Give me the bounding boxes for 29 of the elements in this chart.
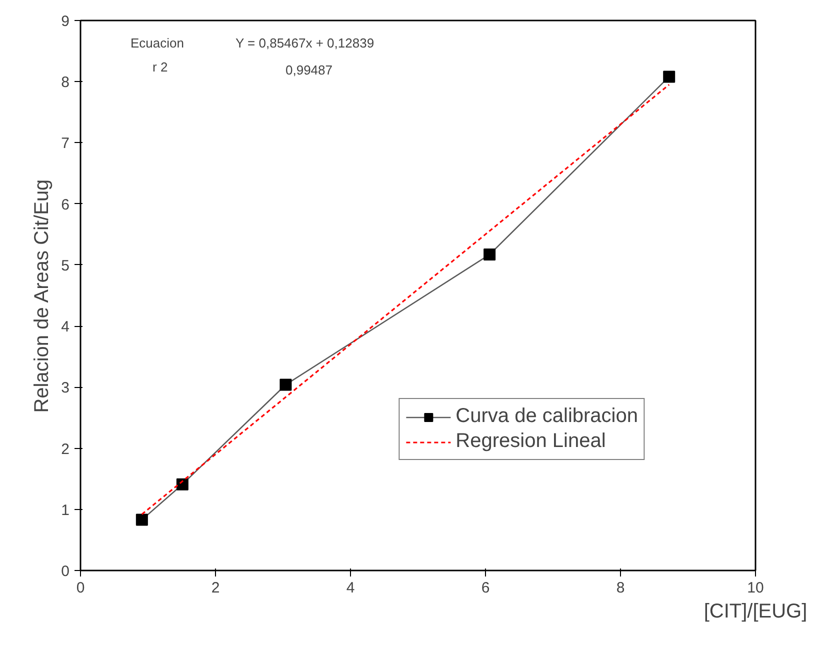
- annotation: r 2: [152, 60, 168, 74]
- y-tick-label: 0: [61, 563, 70, 580]
- x-tick-label: 2: [211, 580, 220, 596]
- point: [280, 378, 292, 391]
- y-tick-label: 5: [61, 257, 70, 274]
- y-tick-label: 8: [61, 74, 70, 92]
- point: [136, 514, 148, 526]
- y-tick-label: 6: [61, 196, 70, 214]
- x-axis-title: [CIT]/[EUG]: [704, 600, 808, 622]
- annotation: Ecuacion: [130, 36, 184, 50]
- y-axis-title: Relacion de Areas Cit/Eug: [31, 179, 54, 413]
- x-tick-label: 6: [481, 580, 490, 596]
- y-tick-label: 1: [61, 502, 70, 519]
- y-tick-label: 9: [61, 13, 70, 30]
- x-tick-label: 0: [76, 580, 85, 596]
- legend-label: Regresion Lineal: [456, 430, 606, 453]
- x-tick-label: 8: [616, 580, 625, 596]
- point: [663, 70, 676, 83]
- legend-label: Curva de calibracion: [456, 405, 638, 428]
- y-tick-label: 4: [61, 318, 70, 336]
- point: [176, 478, 188, 490]
- y-tick-label: 3: [61, 380, 70, 397]
- x-tick-label: 4: [346, 580, 355, 596]
- annotation: 0,99487: [286, 62, 332, 78]
- point: [484, 248, 496, 261]
- annotation: Y = 0,85467x + 0,12839: [236, 36, 374, 50]
- x-tick-label: 10: [747, 580, 764, 596]
- y-tick-label: 7: [61, 135, 70, 152]
- y-tick-label: 2: [61, 440, 70, 458]
